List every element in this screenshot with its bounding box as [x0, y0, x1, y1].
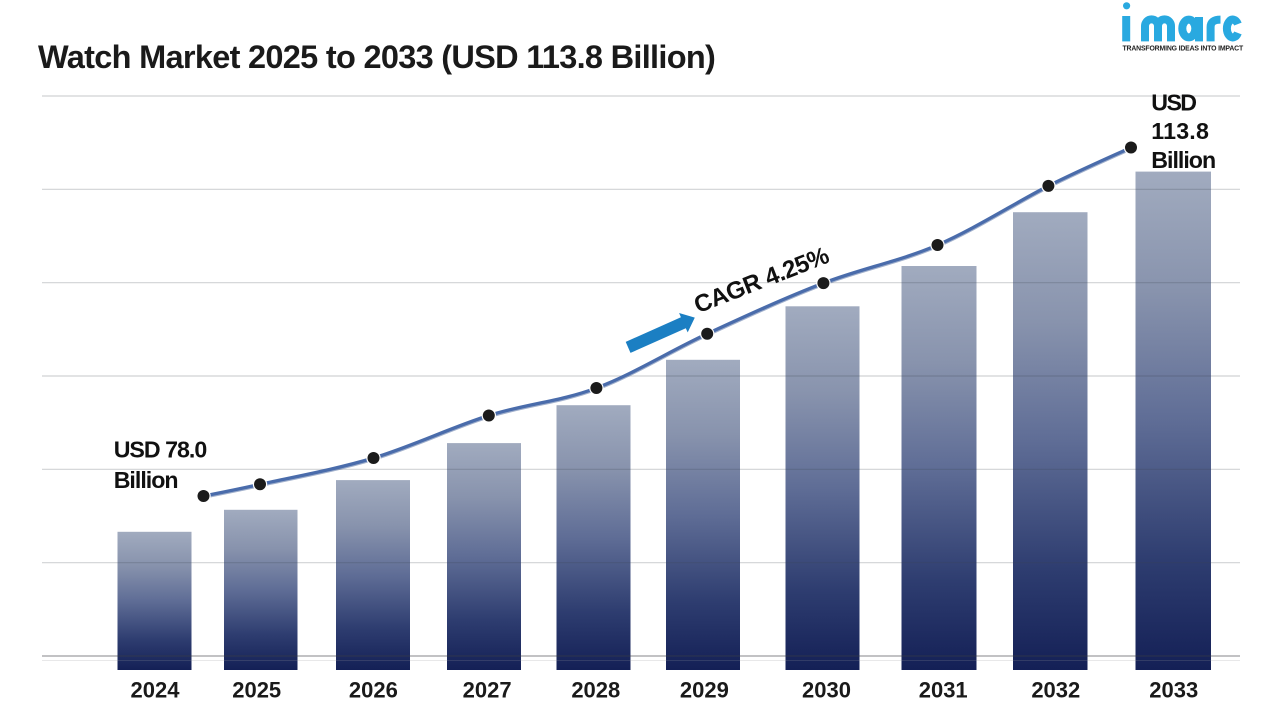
svg-text:Watch Market 2025 to 2033 (USD: Watch Market 2025 to 2033 (USD 113.8 Bil… [38, 39, 715, 75]
svg-text:2030: 2030 [802, 678, 851, 703]
svg-text:113.8: 113.8 [1151, 118, 1209, 144]
svg-text:2032: 2032 [1031, 678, 1080, 703]
svg-text:2033: 2033 [1149, 678, 1198, 703]
svg-text:2027: 2027 [463, 678, 512, 703]
svg-text:USD: USD [1151, 90, 1196, 116]
svg-text:Billion: Billion [114, 467, 178, 493]
svg-text:2026: 2026 [349, 678, 398, 703]
svg-text:Billion: Billion [1151, 147, 1215, 173]
svg-text:2029: 2029 [680, 678, 729, 703]
svg-text:2031: 2031 [919, 678, 968, 703]
svg-text:2025: 2025 [232, 678, 281, 703]
svg-text:2024: 2024 [131, 678, 181, 703]
svg-text:2028: 2028 [571, 678, 620, 703]
svg-text:TRANSFORMING IDEAS INTO IMPACT: TRANSFORMING IDEAS INTO IMPACT [1123, 45, 1244, 52]
svg-text:USD 78.0: USD 78.0 [114, 436, 207, 462]
